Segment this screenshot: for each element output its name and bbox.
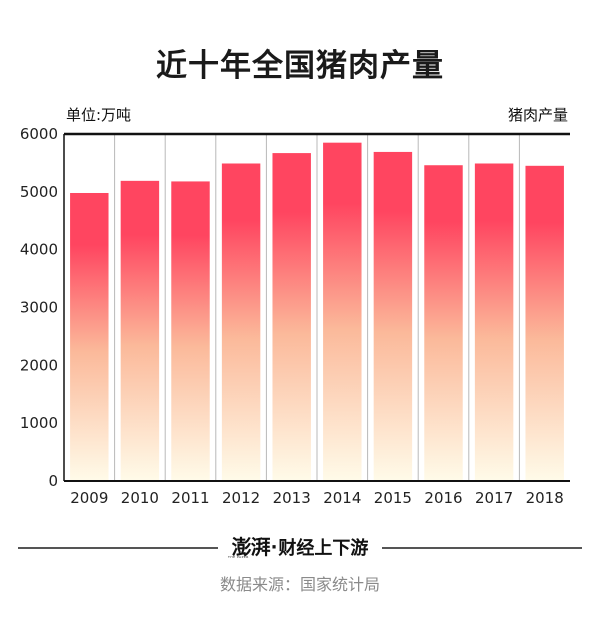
bar-2011: [171, 181, 210, 481]
y-tick-label: 4000: [20, 241, 58, 259]
footer-divider-left: [18, 547, 218, 549]
x-tick-label: 2018: [526, 489, 564, 507]
brand-separator: ·: [270, 536, 278, 558]
axes: 0 1000 2000 3000 4000 5000 6000 2009 2010 2011 201…: [20, 125, 570, 507]
x-tick-label: 2009: [70, 489, 108, 507]
x-tick-label: 2015: [374, 489, 412, 507]
x-tick-label: 2014: [323, 489, 361, 507]
y-tick-label: 6000: [20, 125, 58, 143]
y-tick-label: 1000: [20, 414, 58, 432]
y-tick-label: 2000: [20, 356, 58, 374]
y-tick-label: 5000: [20, 183, 58, 201]
unit-label: 单位:万吨: [66, 106, 132, 124]
bar-2012: [221, 163, 261, 481]
brand-column-name: 财经上下游: [278, 538, 369, 559]
bar-2009: [70, 192, 109, 482]
x-tick-label: 2017: [475, 489, 513, 507]
grid: [114, 134, 520, 481]
footer-divider-right: [382, 547, 582, 549]
x-tick-label: 2010: [121, 489, 159, 507]
bar-2018: [525, 165, 564, 481]
series-label: 猪肉产量: [507, 106, 568, 124]
bar-2016: [424, 165, 463, 482]
bar-2015: [373, 151, 413, 481]
bar-2017: [474, 163, 514, 481]
brand-tagline: THE PAPER: [228, 555, 249, 559]
x-tick-label: 2016: [424, 489, 462, 507]
data-source: 数据来源：国家统计局: [219, 575, 380, 594]
brand-logo-block: 澎湃 THE PAPER · 财经上下游: [222, 533, 378, 561]
chart-title: 近十年全国猪肉产量: [156, 48, 444, 84]
y-tick-label: 3000: [20, 299, 58, 317]
bar-chart: 0 1000 2000 3000 4000 5000 6000 2009 2010 2011 201…: [20, 125, 570, 507]
bar-2013: [272, 153, 311, 481]
y-tick-label: 0: [48, 472, 58, 490]
x-tick-label: 2013: [273, 489, 311, 507]
bar-2010: [120, 180, 160, 481]
bars: [70, 142, 564, 482]
brand-logo: 澎湃: [231, 535, 271, 559]
bar-2014: [323, 142, 362, 482]
x-tick-label: 2012: [222, 489, 260, 507]
x-tick-label: 2011: [171, 489, 209, 507]
